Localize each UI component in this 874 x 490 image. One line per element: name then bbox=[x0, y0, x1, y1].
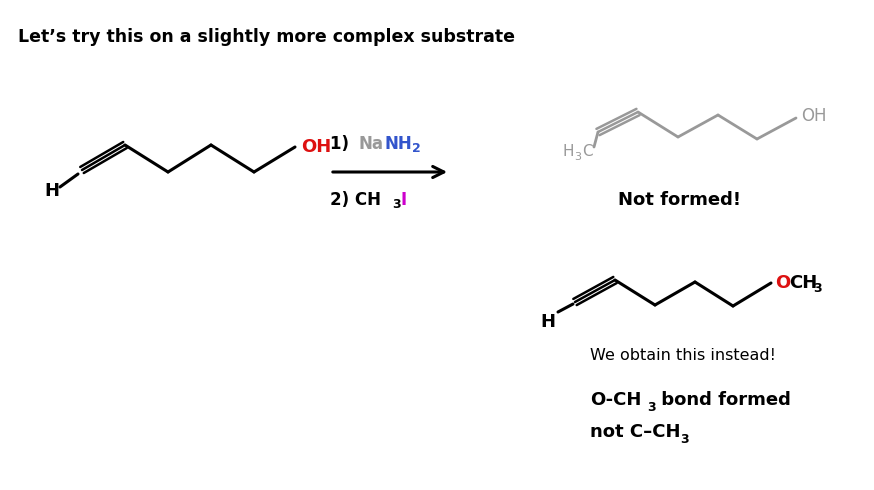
Text: bond formed: bond formed bbox=[655, 391, 791, 409]
Text: H: H bbox=[540, 313, 556, 331]
Text: 1): 1) bbox=[330, 135, 355, 153]
Text: O-CH: O-CH bbox=[590, 391, 642, 409]
Text: 3: 3 bbox=[813, 283, 822, 295]
Text: O: O bbox=[775, 274, 790, 292]
Text: Not formed!: Not formed! bbox=[619, 191, 741, 209]
Text: 3: 3 bbox=[392, 198, 400, 212]
Text: 2) CH: 2) CH bbox=[330, 191, 381, 209]
Text: Na: Na bbox=[358, 135, 383, 153]
Text: Let’s try this on a slightly more complex substrate: Let’s try this on a slightly more comple… bbox=[18, 28, 515, 46]
Text: 3: 3 bbox=[647, 400, 656, 414]
Text: OH: OH bbox=[801, 107, 827, 125]
Text: 2: 2 bbox=[412, 143, 420, 155]
Text: We obtain this instead!: We obtain this instead! bbox=[590, 347, 776, 363]
Text: NH: NH bbox=[385, 135, 413, 153]
Text: OH: OH bbox=[301, 138, 331, 156]
Text: H: H bbox=[563, 145, 574, 160]
Text: H: H bbox=[45, 182, 59, 200]
Text: 3: 3 bbox=[680, 433, 689, 445]
Text: I: I bbox=[401, 191, 407, 209]
Text: CH: CH bbox=[789, 274, 817, 292]
Text: 3: 3 bbox=[574, 152, 581, 162]
Text: C: C bbox=[582, 145, 593, 160]
Text: not C–CH: not C–CH bbox=[590, 423, 681, 441]
